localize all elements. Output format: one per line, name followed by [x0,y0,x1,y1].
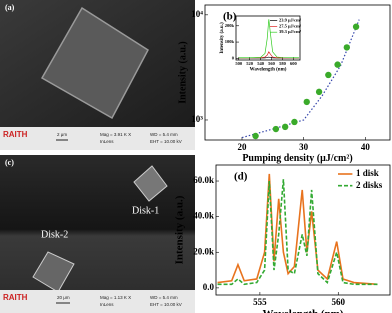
legend-label: 23.9 μJ/cm² [279,18,302,23]
detector: InLens [100,139,114,144]
eht: EHT = 10.00 kV [150,139,182,144]
x-tick-label: 560 [268,61,276,66]
point [291,118,298,126]
y-tick-label: 10³ [191,114,203,124]
x-tick-label: 500 [235,61,243,66]
y-tick-label: 0.0 [203,282,215,292]
x-tick-label: 580 [279,61,287,66]
x-tick-label: 30 [299,142,309,152]
sem-background [0,155,195,290]
legend-label: 2 disks [356,180,383,190]
wd: WD = 5.4 mm [150,132,178,137]
sem-image-a: (a) RAITH 2 μm Mag = 3.91 K X InLens WD … [0,0,195,150]
x-axis-label: Wavelength (nm) [263,308,344,313]
brand: RAITH [3,130,28,139]
line [238,19,299,59]
point [315,88,323,96]
chart: 500 520 540 560 580 600 0 100k 200k Wavelength (n… [220,15,302,73]
disk [32,251,75,293]
panel-label: (a) [5,3,15,12]
wd: WD = 5.4 mm [150,295,178,300]
panel-label: (c) [5,158,14,167]
y-tick-label: 0 [232,55,235,60]
y-tick-label: 200k [225,23,235,28]
point [343,44,351,51]
x-tick-label: 540 [257,61,265,66]
scale-text: 20 μm [57,295,70,300]
info-background [0,127,195,150]
disk-label: Disk-1 [132,205,159,216]
detector: InLens [100,302,114,307]
y-tick-label: 60.0k [193,175,214,185]
point [272,125,280,133]
point [325,71,332,79]
point [252,132,259,140]
point [281,123,289,131]
y-axis-label: Intensity (a.u.) [174,195,186,264]
y-tick-label: 10⁴ [191,9,203,19]
y-tick-label: 40.0k [193,211,214,221]
scale-text: 2 μm [57,132,67,137]
mag: Mag = 1.13 K X [100,295,131,300]
point [303,98,310,106]
disk [133,165,168,202]
point [334,61,341,68]
crystal [40,6,149,120]
y-axis-label: Intensity (a.u.) [220,22,225,54]
legend-label: 27.5 μJ/cm² [279,23,302,28]
plot-frame [235,15,301,61]
y-tick-label: 100k [225,39,235,44]
plot-frame [215,164,391,296]
eht: EHT = 10.00 kV [150,302,182,307]
info-bar: RAITH 2 μm Mag = 3.91 K X InLens WD = 5.… [0,127,195,150]
legend-label: 39.3 μJ/cm² [279,29,302,34]
point [352,23,360,30]
brand: RAITH [3,293,28,302]
info-bar: RAITH 20 μm Mag = 1.13 K X InLens WD = 5… [0,290,195,313]
x-tick-label: 520 [246,61,254,66]
x-axis-label: Wavelength (nm) [250,68,287,73]
x-tick-label: 600 [290,61,298,66]
info-background [0,290,195,313]
sem-image-c: (c) Disk-1 Disk-2 RAITH 20 μm Mag = 1.13… [0,155,195,313]
mag: Mag = 3.91 K X [100,132,131,137]
x-tick-label: 20 [238,142,248,152]
x-tick-label: 40 [361,142,371,152]
y-tick-label: 20.0k [193,246,214,256]
panel-label: (b) [223,11,237,23]
y-axis-label: Intensity (a.u.) [177,41,188,104]
x-tick-label: 555 [253,297,267,307]
x-axis-label: Pumping density (μJ/cm²) [242,153,352,164]
x-tick-label: 560 [332,297,346,307]
panel-label: (d) [234,171,248,183]
chart: 555 560 0.0 20.0k 40.0k 60.0k Wavelength (nm) I… [174,164,391,313]
disk-label: Disk-2 [41,229,68,240]
line [217,173,378,286]
legend-label: 1 disk [356,168,379,178]
